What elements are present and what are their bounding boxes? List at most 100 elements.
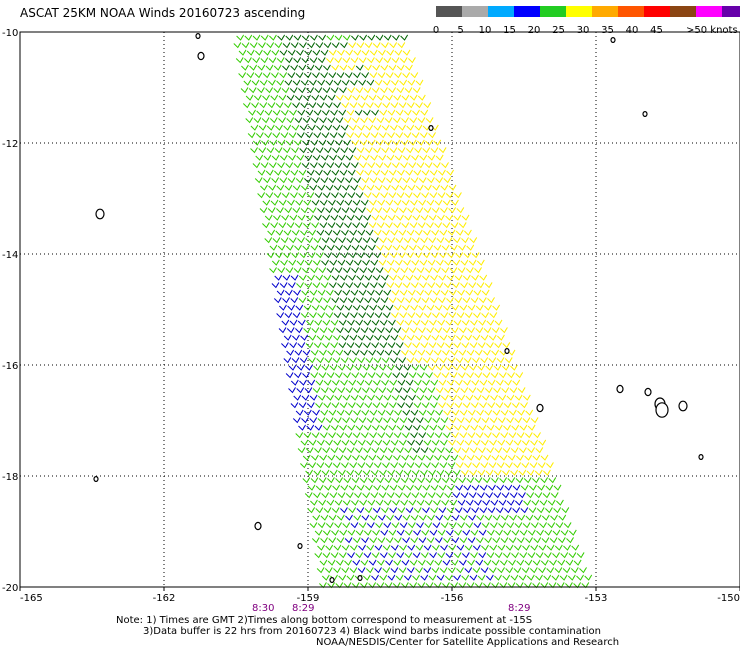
wind-barb bbox=[384, 372, 392, 379]
wind-barb bbox=[498, 522, 506, 529]
wind-barb bbox=[290, 379, 299, 386]
wind-barb bbox=[400, 162, 408, 169]
wind-barb bbox=[325, 312, 334, 319]
wind-barb bbox=[465, 417, 473, 424]
wind-barb bbox=[278, 117, 286, 124]
wind-barb bbox=[323, 402, 332, 409]
wind-barb bbox=[331, 64, 340, 71]
wind-barb bbox=[445, 192, 454, 199]
wind-barb bbox=[387, 364, 395, 371]
wind-barb bbox=[379, 214, 388, 221]
wind-barb bbox=[401, 222, 410, 229]
lat-tick-label: -18 bbox=[2, 472, 18, 483]
wind-barb bbox=[374, 544, 383, 551]
wind-barb bbox=[383, 57, 392, 64]
wind-barb bbox=[383, 499, 392, 506]
wind-barb bbox=[355, 87, 364, 94]
wind-barb bbox=[359, 244, 368, 251]
wind-barb bbox=[278, 199, 287, 206]
wind-barb bbox=[335, 454, 344, 461]
wind-barb bbox=[418, 514, 427, 521]
wind-barb bbox=[402, 72, 411, 79]
wind-barb bbox=[253, 94, 262, 101]
wind-barb bbox=[469, 447, 478, 454]
wind-barb bbox=[441, 267, 450, 274]
wind-barb bbox=[394, 387, 403, 394]
wind-barb bbox=[252, 57, 261, 64]
wind-barb bbox=[320, 282, 329, 289]
wind-barb bbox=[261, 117, 270, 124]
wind-barb bbox=[326, 372, 335, 379]
wind-barb bbox=[393, 304, 402, 311]
wind-barb bbox=[327, 222, 336, 229]
wind-barb bbox=[329, 387, 337, 394]
wind-barb bbox=[363, 552, 372, 559]
wind-barb bbox=[357, 229, 366, 236]
wind-barb bbox=[369, 432, 377, 439]
island bbox=[616, 384, 624, 394]
wind-barb bbox=[418, 537, 427, 544]
wind-barb bbox=[419, 492, 428, 499]
wind-barb bbox=[511, 552, 519, 559]
wind-barb bbox=[371, 342, 380, 349]
wind-barb bbox=[394, 282, 403, 289]
wind-barb bbox=[403, 469, 412, 476]
wind-barb bbox=[378, 259, 387, 266]
wind-barb bbox=[351, 244, 360, 251]
wind-barb bbox=[361, 537, 369, 544]
wind-barb bbox=[263, 49, 272, 56]
wind-barb bbox=[302, 454, 311, 461]
wind-barb bbox=[444, 364, 453, 371]
wind-barb bbox=[547, 499, 556, 506]
wind-barb bbox=[389, 507, 398, 514]
wind-barb bbox=[367, 267, 376, 274]
wind-barb bbox=[332, 124, 341, 131]
wind-barb bbox=[436, 342, 445, 349]
wind-barb bbox=[496, 484, 505, 491]
lon-tick-label: -156 bbox=[441, 593, 464, 604]
wind-barb bbox=[377, 72, 386, 79]
wind-barb bbox=[493, 387, 501, 394]
wind-barb bbox=[410, 432, 418, 439]
wind-barb bbox=[380, 529, 389, 536]
wind-barb bbox=[494, 552, 503, 559]
wind-barb bbox=[386, 492, 395, 499]
wind-barb bbox=[377, 304, 386, 311]
wind-barb bbox=[415, 544, 424, 551]
wind-barb bbox=[353, 514, 362, 521]
wind-barb bbox=[526, 469, 535, 476]
wind-barb bbox=[372, 42, 381, 49]
wind-barb bbox=[323, 274, 332, 281]
wind-barb bbox=[273, 297, 282, 304]
wind-barb bbox=[579, 567, 587, 574]
wind-barb bbox=[413, 169, 422, 176]
wind-barb bbox=[521, 439, 530, 446]
wind-barb bbox=[372, 297, 381, 304]
wind-barb bbox=[403, 492, 412, 499]
wind-barb bbox=[417, 94, 426, 101]
wind-barb bbox=[309, 57, 318, 64]
wind-barb bbox=[326, 499, 335, 506]
wind-barb bbox=[421, 192, 430, 199]
wind-barb bbox=[584, 574, 593, 581]
wind-barb bbox=[573, 559, 582, 566]
wind-barb bbox=[269, 244, 278, 251]
wind-barb bbox=[268, 57, 277, 64]
wind-barb bbox=[290, 42, 299, 49]
wind-barb bbox=[391, 394, 400, 401]
wind-barb bbox=[429, 529, 438, 536]
wind-barb bbox=[354, 364, 363, 371]
wind-barb bbox=[326, 162, 335, 169]
wind-barb bbox=[298, 297, 307, 304]
wind-barb bbox=[438, 484, 447, 491]
islands bbox=[93, 32, 704, 583]
wind-barb bbox=[331, 274, 340, 281]
wind-barb bbox=[507, 477, 516, 484]
wind-barb bbox=[396, 447, 404, 454]
wind-barb bbox=[419, 282, 427, 289]
wind-barb bbox=[542, 492, 551, 499]
island bbox=[504, 348, 510, 355]
wind-barb bbox=[539, 522, 547, 529]
wind-barb bbox=[477, 492, 485, 499]
wind-barb bbox=[371, 552, 380, 559]
